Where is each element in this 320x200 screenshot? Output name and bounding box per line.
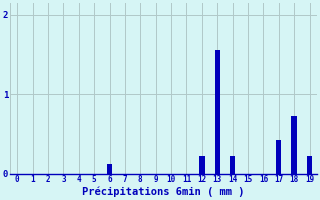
Bar (276, 140, 282, 174)
Bar (107, 164, 112, 174)
Bar (199, 156, 204, 174)
Bar (230, 156, 235, 174)
X-axis label: Précipitations 6min ( mm ): Précipitations 6min ( mm ) (82, 187, 244, 197)
Bar (292, 116, 297, 174)
Bar (307, 156, 312, 174)
Bar (214, 50, 220, 174)
